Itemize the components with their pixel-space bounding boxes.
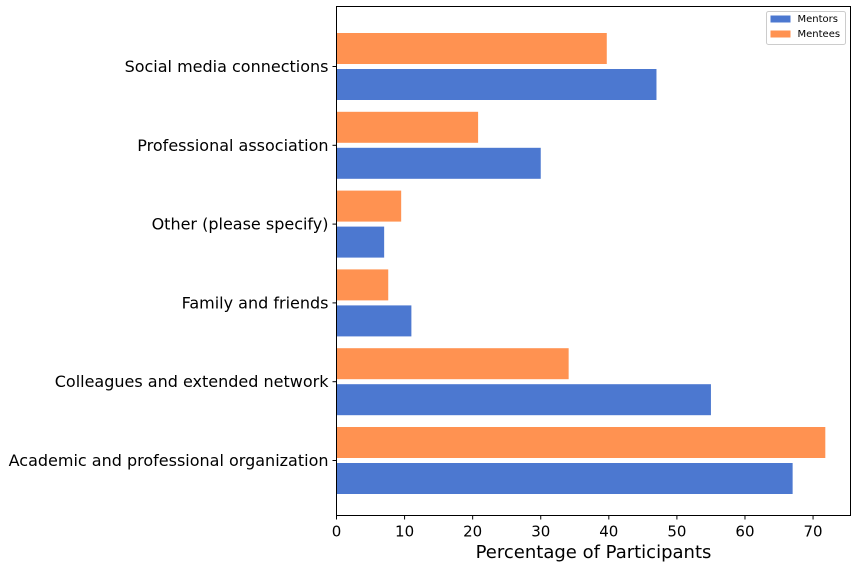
category-label-professional-association: Professional association — [137, 136, 328, 155]
legend-label-mentors: Mentors — [798, 14, 838, 25]
bar-mentees-social-media-connections — [336, 33, 607, 64]
plot-frame — [336, 6, 851, 516]
x-tick-label: 30 — [531, 523, 550, 541]
category-label-social-media-connections: Social media connections — [125, 57, 329, 76]
bar-mentees-other-please-specify — [336, 190, 402, 222]
bar-mentors-social-media-connections — [336, 69, 657, 100]
bar-mentors-colleagues-and-extended-network — [336, 384, 711, 416]
category-label-other-please-specify: Other (please specify) — [152, 215, 329, 234]
bar-mentees-professional-association — [336, 111, 479, 143]
x-tick-label: 0 — [332, 523, 342, 541]
category-label-colleagues-and-extended-network: Colleagues and extended network — [55, 372, 329, 391]
bars-group — [336, 33, 826, 494]
x-tick-label: 10 — [395, 523, 414, 541]
x-axis-title: Percentage of Participants — [476, 542, 712, 563]
category-labels: Academic and professional organization Co… — [9, 57, 337, 470]
legend: Mentors Mentees — [766, 11, 846, 45]
bar-mentees-family-and-friends — [336, 269, 389, 301]
x-tick-label: 60 — [735, 523, 754, 541]
category-label-academic-and-professional-organization: Academic and professional organization — [9, 451, 329, 470]
x-tick-label: 40 — [599, 523, 618, 541]
bar-mentees-colleagues-and-extended-network — [336, 348, 569, 380]
legend-swatch-mentors — [770, 15, 791, 23]
category-label-family-and-friends: Family and friends — [182, 293, 329, 312]
x-tick-label: 50 — [667, 523, 686, 541]
bar-mentors-other-please-specify — [336, 226, 385, 258]
bar-mentees-academic-and-professional-organization — [336, 427, 826, 458]
x-tick-label: 70 — [804, 523, 823, 541]
bar-mentors-academic-and-professional-organization — [336, 463, 793, 494]
x-tick-label: 20 — [463, 523, 482, 541]
bar-mentors-family-and-friends — [336, 305, 412, 337]
bar-mentors-professional-association — [336, 147, 541, 179]
legend-swatch-mentees — [770, 30, 791, 38]
x-axis-ticks: 0 10 20 30 40 50 60 70 — [332, 515, 823, 541]
legend-label-mentees: Mentees — [798, 29, 841, 40]
